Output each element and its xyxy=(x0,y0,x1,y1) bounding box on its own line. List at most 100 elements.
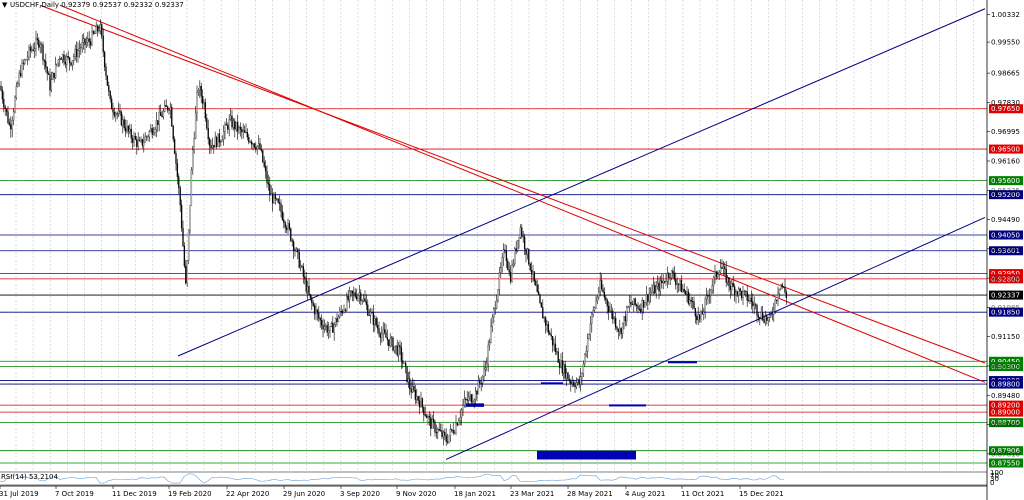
candle-body xyxy=(403,362,405,364)
candle-body xyxy=(486,363,488,368)
candle-body xyxy=(225,124,228,126)
candle-body xyxy=(752,301,754,306)
candle-body xyxy=(676,283,678,285)
candle-body xyxy=(105,66,107,76)
candle-body xyxy=(351,290,354,294)
level-price-box xyxy=(989,176,1023,186)
candle-body xyxy=(213,144,215,148)
candle-body xyxy=(760,312,762,319)
candle-body xyxy=(110,98,113,110)
candle-body xyxy=(493,308,495,318)
candle-body xyxy=(54,64,57,78)
candle-body xyxy=(64,61,67,65)
candle-body xyxy=(593,307,596,311)
candle-body xyxy=(137,140,139,147)
candle-body xyxy=(159,112,162,116)
candle-body xyxy=(697,314,699,321)
candle-body xyxy=(71,60,74,66)
candle-body xyxy=(472,401,474,403)
candle-body xyxy=(257,143,260,147)
candle-body xyxy=(355,296,358,300)
candle-body xyxy=(52,72,54,80)
candle-body xyxy=(571,382,573,384)
date-tick-label: 9 Nov 2020 xyxy=(396,490,436,498)
candle-body xyxy=(718,271,720,275)
price-tick-label: 0.89480 xyxy=(991,392,1020,400)
candle-body xyxy=(519,227,522,238)
date-tick-label: 7 Oct 2019 xyxy=(55,490,94,498)
candle-body xyxy=(635,304,638,306)
price-tick-label: 0.98665 xyxy=(991,70,1020,78)
level-price-label: 0.92950 xyxy=(991,270,1020,278)
candle-body xyxy=(154,129,156,133)
dropdown-arrow-icon[interactable]: ▼ xyxy=(2,1,8,9)
candle-body xyxy=(39,44,41,48)
candle-body xyxy=(56,63,58,65)
candle-body xyxy=(456,423,459,426)
candle-body xyxy=(203,102,205,104)
candle-body xyxy=(404,362,407,367)
candle-body xyxy=(241,129,243,133)
candle-body xyxy=(161,115,163,118)
candle-body xyxy=(771,314,774,316)
candle-body xyxy=(101,24,103,37)
candle-body xyxy=(260,148,263,151)
candle-body xyxy=(141,139,144,146)
candle-body xyxy=(252,143,254,145)
candle-body xyxy=(78,48,81,51)
level-price-label: 0.94050 xyxy=(991,232,1020,240)
candle-body xyxy=(74,48,76,57)
candle-body xyxy=(739,288,741,292)
candle-body xyxy=(424,414,426,416)
candle-body xyxy=(694,308,697,317)
candle-body xyxy=(656,282,659,287)
candle-body xyxy=(227,125,229,130)
candle-body xyxy=(444,431,446,436)
date-tick-label: 11 Dec 2019 xyxy=(112,490,157,498)
candle-body xyxy=(620,328,622,335)
price-tick-label: 0.97830 xyxy=(991,99,1020,107)
candle-body xyxy=(182,227,184,247)
candle-body xyxy=(379,333,382,338)
candle-body xyxy=(346,296,348,311)
candle-body xyxy=(397,344,400,356)
candle-body xyxy=(767,317,769,321)
date-tick-label: 15 Dec 2021 xyxy=(739,490,784,498)
candle-body xyxy=(770,314,772,316)
candle-body xyxy=(330,323,333,327)
price-tick-label: 1.00332 xyxy=(991,11,1020,19)
candle-body xyxy=(663,280,666,283)
candle-body xyxy=(92,31,95,34)
candle-body xyxy=(722,266,725,269)
candle-body xyxy=(487,344,489,365)
level-price-box xyxy=(989,274,1023,284)
candle-body xyxy=(738,288,740,296)
candle-body xyxy=(308,286,310,295)
price-zone xyxy=(541,382,563,385)
trend-line xyxy=(177,8,986,357)
candle-body xyxy=(416,396,418,400)
candle-body xyxy=(603,291,606,298)
candle-body xyxy=(498,272,501,291)
level-price-box xyxy=(989,190,1023,200)
candle-body xyxy=(22,62,25,64)
candle-body xyxy=(99,24,102,32)
candle-body xyxy=(784,286,786,293)
level-price-box xyxy=(989,458,1023,468)
candle-body xyxy=(145,136,148,138)
candle-body xyxy=(705,295,708,300)
candle-body xyxy=(691,301,694,303)
candle-body xyxy=(712,276,715,286)
candle-body xyxy=(224,124,226,132)
candle-body xyxy=(780,284,782,290)
candle-body xyxy=(641,300,643,312)
candle-body xyxy=(554,343,557,352)
candle-body xyxy=(267,182,270,185)
candle-body xyxy=(577,379,579,383)
candle-body xyxy=(7,111,9,124)
candle-body xyxy=(631,303,634,306)
candle-body xyxy=(333,324,335,333)
price-zones xyxy=(466,361,697,460)
candle-body xyxy=(186,260,188,284)
